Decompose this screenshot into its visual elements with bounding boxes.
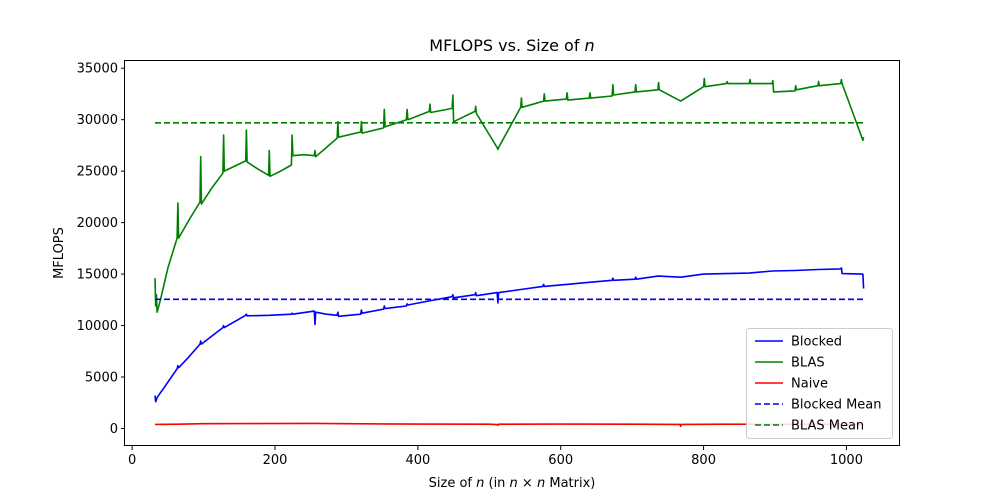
series-line-blocked — [154, 267, 865, 403]
series-line-blas — [154, 77, 865, 313]
y-tick-label: 0 — [110, 422, 118, 437]
chart-title: MFLOPS vs. Size of n — [429, 36, 594, 55]
y-tick-label: 10000 — [77, 319, 118, 334]
x-tick-label: 200 — [263, 453, 288, 468]
x-axis-title-part: n — [537, 476, 545, 491]
chart-title-var: n — [585, 36, 595, 55]
x-tick-label: 1000 — [830, 453, 863, 468]
legend-label-blas-mean: BLAS Mean — [791, 419, 864, 434]
y-tick-label: 25000 — [77, 165, 118, 180]
x-tick-label: 600 — [548, 453, 573, 468]
x-tick-label: 400 — [405, 453, 430, 468]
y-tick-label: 30000 — [77, 113, 118, 128]
legend-label-blocked-mean: Blocked Mean — [791, 398, 882, 413]
x-tick-label: 0 — [128, 453, 136, 468]
chart-title-prefix: MFLOPS vs. Size of — [429, 36, 584, 55]
x-axis-title-part: Matrix) — [545, 476, 595, 491]
x-axis-title-part: Size of — [429, 476, 476, 491]
x-axis-title: Size of n (in n × n Matrix) — [429, 476, 596, 491]
series-line-naive — [154, 422, 864, 428]
plot-area-frame — [124, 60, 900, 446]
x-axis-title-part: n — [476, 476, 484, 491]
y-tick-label: 20000 — [77, 216, 118, 231]
legend: Blocked BLAS Naive Blocked Mean BLAS Mean — [746, 328, 893, 439]
y-tick-label: 15000 — [77, 268, 118, 283]
legend-label-blocked: Blocked — [791, 335, 842, 350]
x-axis-title-part: n — [510, 476, 518, 491]
legend-label-naive: Naive — [791, 377, 828, 392]
y-axis-title: MFLOPS — [52, 227, 67, 279]
legend-label-blas: BLAS — [791, 356, 825, 371]
y-tick-label: 35000 — [77, 62, 118, 77]
x-axis: 0 200 400 600 800 1000 — [128, 446, 863, 468]
x-tick-label: 800 — [691, 453, 716, 468]
x-axis-title-part: × — [518, 476, 537, 491]
x-axis-title-part: (in — [484, 476, 509, 491]
y-tick-label: 5000 — [85, 371, 118, 386]
plot-lines — [154, 77, 865, 428]
y-axis: 0 5000 10000 15000 20000 25000 30000 35000 — [77, 62, 125, 437]
legend-box — [746, 328, 893, 439]
